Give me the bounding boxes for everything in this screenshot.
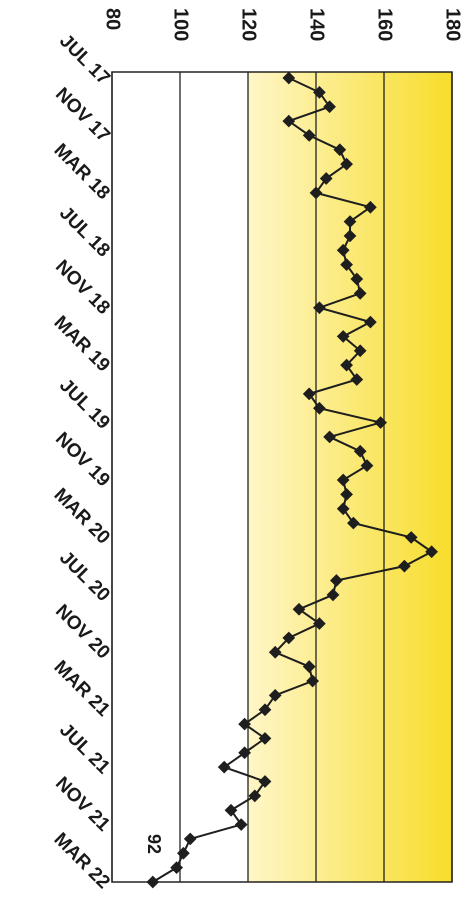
data-point [302, 129, 316, 142]
data-point [360, 459, 374, 473]
data-point [336, 473, 350, 487]
data-point [350, 272, 364, 286]
x-tick-label: JUL 19 [55, 375, 114, 434]
y-tick-label: 120 [238, 8, 260, 41]
data-point [353, 344, 367, 358]
x-tick-label: JUL 20 [55, 547, 114, 606]
data-point [323, 430, 336, 444]
y-tick-label: 100 [170, 8, 192, 41]
x-tick-label: NOV 19 [51, 428, 114, 491]
data-point [364, 200, 377, 214]
data-point [343, 215, 357, 228]
data-point [313, 85, 326, 99]
x-tick-label: NOV 17 [51, 84, 114, 147]
x-tick-label: JUL 21 [55, 720, 114, 779]
y-tick-label: 180 [442, 8, 464, 41]
x-tick-label: MAR 21 [50, 657, 114, 721]
data-point [340, 258, 353, 272]
data-point [282, 71, 296, 85]
data-point [224, 803, 238, 817]
data-point [353, 444, 367, 458]
y-tick-label: 160 [374, 8, 396, 41]
data-point [336, 502, 350, 516]
data-point [336, 243, 350, 257]
data-point [340, 487, 353, 501]
data-point [340, 157, 353, 171]
data-point [350, 373, 364, 386]
x-tick-label: MAR 18 [50, 140, 114, 204]
data-point [234, 818, 248, 831]
data-point [217, 760, 231, 774]
data-point [336, 330, 350, 343]
data-point [323, 100, 336, 114]
data-point [343, 229, 357, 243]
data-point [302, 387, 316, 401]
data-point [333, 143, 347, 157]
x-tick-label: JUL 17 [55, 30, 114, 89]
data-point [146, 875, 160, 889]
x-tick-label: NOV 21 [51, 773, 114, 836]
data-point [319, 172, 333, 185]
data-point [309, 186, 323, 200]
x-tick-label: MAR 22 [50, 829, 114, 893]
x-tick-label: JUL 18 [55, 203, 114, 262]
data-point [353, 286, 367, 300]
data-point [183, 832, 197, 846]
data-point [177, 846, 190, 860]
data-label: 92 [144, 834, 164, 854]
data-point [170, 861, 183, 875]
y-tick-label: 140 [306, 8, 328, 41]
x-tick-label: NOV 18 [51, 256, 114, 319]
x-tick-label: MAR 20 [50, 484, 114, 548]
data-point [313, 401, 326, 415]
data-point [340, 358, 353, 372]
y-tick-label: 80 [102, 8, 124, 30]
x-tick-label: MAR 19 [50, 312, 114, 376]
data-point [364, 315, 377, 329]
data-point [282, 114, 296, 128]
data-point [313, 301, 326, 315]
data-point [374, 416, 387, 429]
x-tick-label: NOV 20 [51, 601, 114, 664]
